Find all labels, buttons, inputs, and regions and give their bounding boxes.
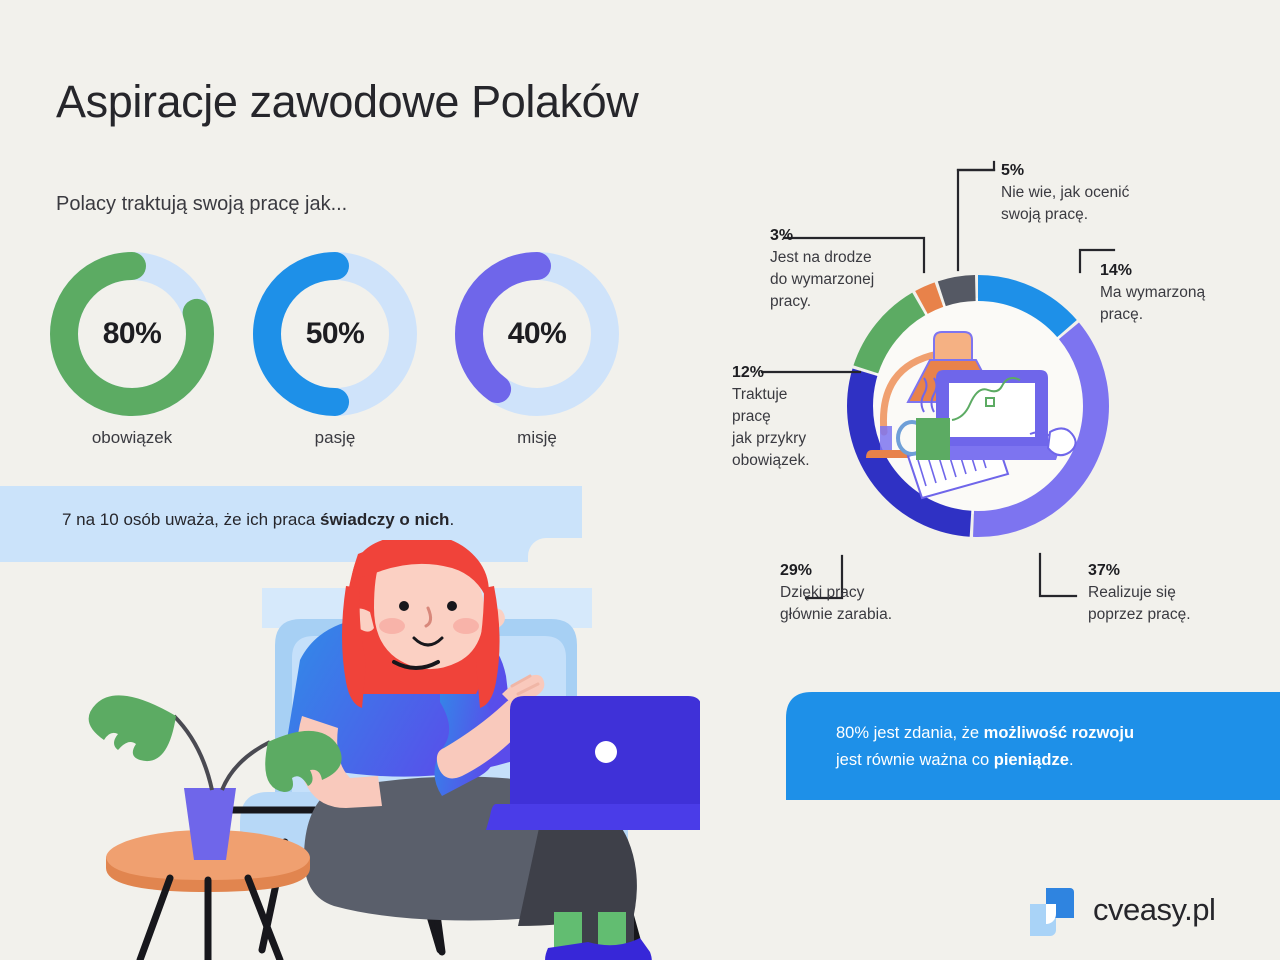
gauge-caption-obowiazek: obowiązek — [91, 428, 173, 447]
cta-banner-shape — [786, 692, 1280, 800]
gauge-ring-misje: 40% — [451, 248, 623, 420]
logo-text: cveasy.pl — [1093, 892, 1216, 927]
section-subtitle: Polacy traktują swoją pracę jak... — [56, 193, 348, 215]
cta-line1-bold: możliwość rozwoju — [983, 724, 1135, 742]
light-banner-plain: 7 na 10 osób uważa, że ich praca — [62, 510, 320, 529]
ring-label-fulfilment-line2: poprzez pracę. — [1088, 605, 1191, 623]
ring-label-fulfilment-pct: 37% — [1088, 562, 1121, 579]
ring-label-no-opinion-line1: Nie wie, jak ocenić — [1001, 183, 1130, 201]
ring-label-earns-money-line2: głównie zarabia. — [780, 605, 893, 623]
person-illustration-svg — [88, 540, 700, 960]
cta-line1-plain: 80% jest zdania, że — [836, 724, 984, 742]
ring-label-unpleasant-duty: 12% Traktuje pracę jak przykry obowiązek… — [732, 362, 810, 472]
ring-label-on-the-way: 3% Jest na drodze do wymarzonej pracy. — [770, 225, 874, 313]
ring-label-on-the-way-line1: Jest na drodze — [770, 248, 872, 266]
gauge-svg-pasje — [253, 252, 417, 416]
ring-label-dream-job-line1: Ma wymarzoną — [1100, 283, 1206, 301]
gauge-svg-misje — [455, 252, 619, 416]
ring-label-no-opinion-line2: swoją pracę. — [1001, 205, 1089, 223]
cveasy-logo-icon — [1030, 888, 1074, 936]
ring-label-earns-money-pct: 29% — [780, 562, 813, 579]
gauge-ring-obowiazek: 80% — [46, 248, 218, 420]
ring-label-unpleasant-duty-line4: obowiązek. — [732, 452, 810, 470]
ring-label-earns-money-line1: Dzięki pracy — [780, 583, 865, 601]
ring-label-fulfilment-line1: Realizuje się — [1088, 583, 1176, 601]
cta-line-2: jest równie ważna co pieniądze. — [836, 747, 1134, 774]
light-banner-bold: świadczy o nich — [320, 510, 450, 529]
ring-label-dream-job: 14% Ma wymarzoną pracę. — [1100, 260, 1205, 326]
gauge-ring-pasje: 50% — [249, 248, 421, 420]
gauge-caption-pasje: pasję — [314, 428, 356, 447]
main-donut-svg — [847, 275, 1109, 537]
gauge-obowiazek: 80% obowiązek — [46, 248, 218, 447]
ring-label-dream-job-pct: 14% — [1100, 262, 1133, 279]
ring-label-unpleasant-duty-line2: pracę — [732, 407, 771, 425]
ring-label-on-the-way-line3: pracy. — [770, 292, 812, 310]
ring-label-fulfilment: 37% Realizuje się poprzez pracę. — [1088, 560, 1191, 626]
cta-banner: 80% jest zdania, że możliwość rozwoju je… — [786, 692, 1280, 800]
ring-label-no-opinion-pct: 5% — [1001, 162, 1025, 179]
light-banner-tail: . — [449, 510, 455, 529]
gauge-value-misje: 40% — [507, 317, 567, 350]
gauge-donut-group: 80% obowiązek 50% pasję 40% m — [46, 248, 646, 448]
ring-label-unpleasant-duty-line1: Traktuje — [732, 385, 788, 403]
gauge-misje: 40% misję — [451, 248, 623, 447]
ring-label-unpleasant-duty-line3: jak przykry — [732, 429, 807, 447]
gauge-svg-obowiazek — [50, 252, 214, 416]
page-title: Aspiracje zawodowe Polaków — [56, 76, 639, 127]
gauge-caption-misje: misję — [517, 428, 557, 447]
person-illustration — [0, 540, 700, 960]
cta-line2-bold: pieniądze — [993, 750, 1069, 769]
ring-label-dream-job-line2: pracę. — [1100, 305, 1144, 323]
ring-label-unpleasant-duty-pct: 12% — [732, 364, 765, 381]
desk-illustration — [866, 331, 1077, 500]
cta-line2-plain: jest równie ważna co — [836, 750, 994, 769]
gauge-value-obowiazek: 80% — [102, 317, 162, 350]
ring-label-on-the-way-line2: do wymarzonej — [770, 270, 875, 288]
gauge-value-pasje: 50% — [305, 317, 365, 350]
ring-label-on-the-way-pct: 3% — [770, 227, 794, 244]
cta-line2-tail: . — [1068, 750, 1074, 769]
cta-line-1: 80% jest zdania, że możliwość rozwoju — [836, 720, 1134, 747]
ring-label-earns-money: 29% Dzięki pracy głównie zarabia. — [780, 560, 892, 626]
donut-leader-lines — [760, 160, 1116, 600]
ring-label-no-opinion: 5% Nie wie, jak ocenić swoją pracę. — [1001, 160, 1129, 226]
cta-banner-text: 80% jest zdania, że możliwość rozwoju je… — [836, 720, 1134, 773]
light-banner-text: 7 na 10 osób uważa, że ich praca świadcz… — [62, 510, 454, 530]
brand-logo[interactable]: cveasy.pl — [1026, 884, 1216, 936]
gauge-pasje: 50% pasję — [249, 248, 421, 447]
main-donut-chart — [838, 266, 1118, 546]
